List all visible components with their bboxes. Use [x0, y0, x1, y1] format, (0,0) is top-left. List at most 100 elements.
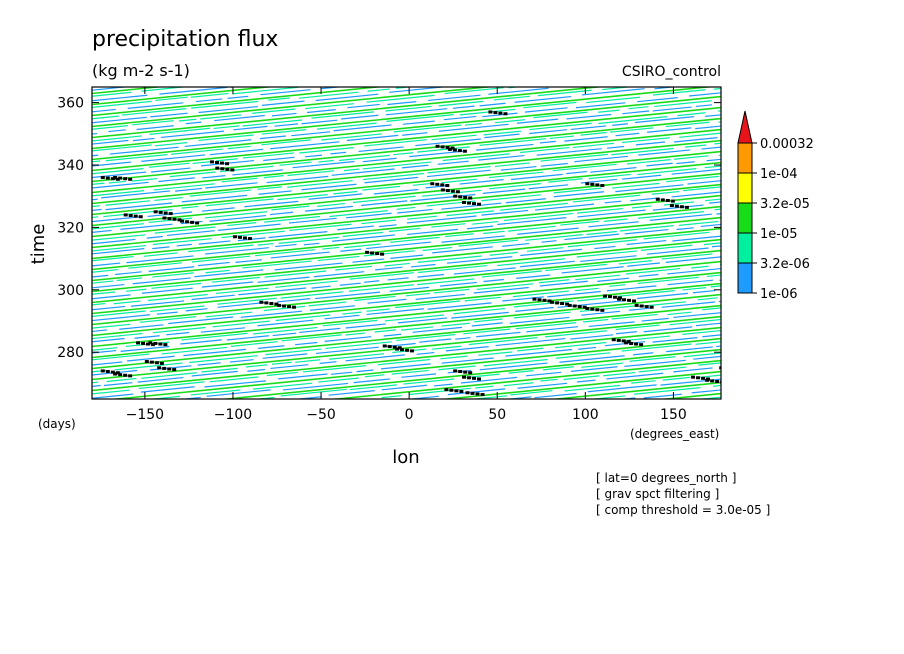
threshold-patch — [259, 300, 264, 304]
band-streak — [695, 341, 721, 345]
band-streak — [92, 337, 125, 343]
band-streak — [329, 353, 385, 360]
band-streak — [330, 63, 351, 65]
threshold-patch — [269, 301, 274, 305]
band-streak — [180, 510, 244, 516]
band-streak — [731, 424, 775, 428]
band-streak — [101, 190, 171, 199]
band-streak — [724, 97, 788, 103]
band-streak — [695, 125, 721, 130]
threshold-patch — [123, 177, 128, 181]
band-streak — [714, 449, 752, 453]
threshold-patch — [113, 175, 118, 179]
band-streak — [525, 470, 583, 476]
band-streak — [258, 190, 292, 195]
band-streak — [227, 222, 257, 227]
band-streak — [568, 44, 625, 50]
threshold-patch — [435, 182, 440, 186]
band-green — [92, 87, 276, 106]
colorbar-label: 1e-04 — [760, 167, 798, 182]
band-streak — [401, 326, 433, 331]
band-streak — [656, 48, 695, 52]
band-streak — [553, 191, 605, 198]
band-streak — [205, 269, 230, 274]
band-streak — [190, 92, 229, 98]
threshold-patch — [612, 295, 617, 299]
threshold-patch — [455, 190, 460, 194]
band-streak — [606, 285, 657, 292]
band-streak — [652, 42, 676, 44]
band-streak — [141, 154, 206, 162]
band-streak — [188, 244, 254, 253]
band-streak — [126, 255, 194, 264]
band-green — [92, 87, 716, 150]
threshold-patch — [292, 305, 296, 309]
band-streak — [497, 216, 567, 226]
band-streak — [257, 242, 274, 246]
band-streak — [628, 445, 677, 450]
band-streak — [92, 294, 131, 300]
band-streak — [560, 220, 599, 226]
threshold-patch — [644, 305, 649, 309]
threshold-patch — [537, 298, 542, 302]
band-streak — [397, 507, 422, 510]
threshold-patch — [629, 341, 634, 345]
band-streak — [92, 255, 134, 262]
threshold-patch — [585, 307, 590, 311]
band-streak — [632, 205, 652, 209]
band-streak — [413, 420, 481, 427]
band-streak — [646, 247, 709, 255]
threshold-patch — [472, 202, 476, 206]
band-streak — [706, 158, 721, 162]
band-streak — [320, 87, 344, 90]
threshold-patch — [453, 194, 458, 198]
band-streak — [514, 95, 572, 103]
band-streak — [581, 88, 645, 96]
band-streak — [673, 312, 721, 319]
threshold-patch — [463, 370, 468, 374]
band-streak — [390, 49, 455, 55]
band-streak — [265, 348, 322, 356]
band-streak — [396, 333, 456, 342]
band-streak — [626, 239, 667, 246]
band-streak — [502, 296, 544, 302]
band-green — [92, 87, 496, 128]
band-streak — [330, 371, 353, 375]
band-streak — [180, 501, 233, 506]
band-streak — [433, 288, 470, 294]
threshold-patch — [153, 341, 158, 345]
band-streak — [464, 429, 514, 434]
band-streak — [185, 308, 208, 312]
band-streak — [130, 483, 183, 488]
band-streak — [353, 409, 387, 412]
threshold-patch — [550, 300, 555, 304]
threshold-patch — [719, 366, 721, 370]
band-streak — [511, 38, 567, 44]
band-streak — [213, 125, 240, 130]
band-streak — [103, 382, 133, 387]
band-streak — [577, 209, 646, 218]
band-streak — [148, 162, 190, 168]
band-streak — [493, 95, 531, 101]
band-streak — [204, 380, 267, 388]
band-streak — [82, 414, 106, 416]
band-streak — [344, 243, 381, 249]
band-streak — [481, 493, 535, 498]
band-green — [92, 95, 721, 161]
band-streak — [82, 490, 120, 494]
band-streak — [711, 245, 721, 248]
threshold-patch — [400, 348, 405, 352]
band-streak — [652, 89, 706, 96]
band-streak — [92, 353, 150, 361]
x-tick-label: 0 — [405, 407, 414, 423]
band-streak — [666, 346, 713, 353]
band-green — [548, 381, 721, 399]
annotations: [ lat=0 degrees_north ] [ grav spct filte… — [596, 471, 770, 517]
band-streak — [500, 202, 568, 211]
band-streak — [505, 453, 528, 455]
band-streak — [609, 284, 626, 287]
band-streak — [194, 269, 264, 278]
band-streak — [367, 88, 390, 92]
band-streak — [688, 92, 721, 97]
band-streak — [540, 68, 588, 73]
